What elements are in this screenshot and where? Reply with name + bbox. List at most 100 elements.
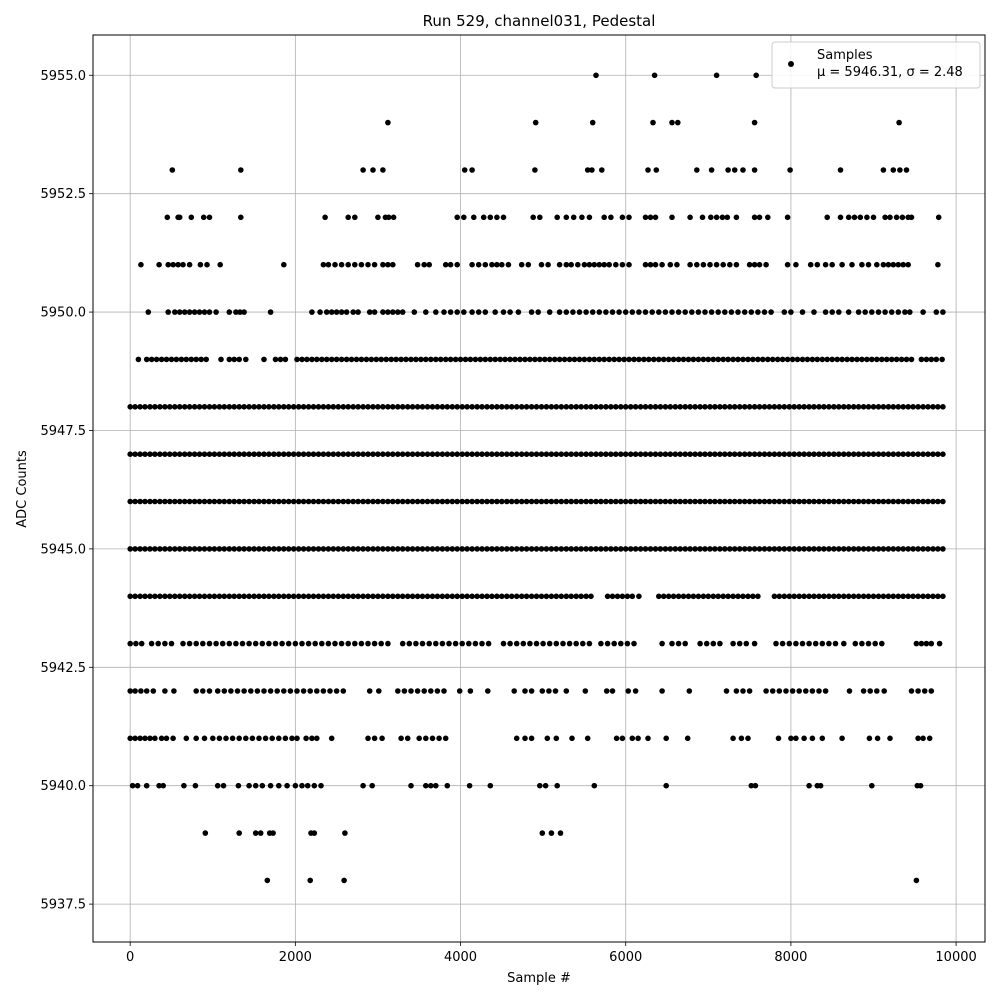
data-point [811,404,817,410]
data-point [722,498,728,505]
data-point [266,404,272,410]
data-point [434,451,441,458]
data-point [413,640,419,647]
data-point [801,498,807,505]
data-point [241,498,247,505]
data-point [532,356,538,363]
data-point [570,214,577,221]
data-point [700,356,707,363]
data-point [538,451,545,458]
data-point [370,404,376,410]
data-point [428,688,434,694]
data-point [647,546,654,552]
data-point [731,498,738,505]
data-point [845,309,852,315]
data-point [439,593,446,600]
data-point [246,404,252,410]
data-point [781,309,788,315]
data-point [163,356,170,363]
data-point [822,261,829,268]
data-point [289,735,295,742]
data-point [720,593,726,600]
data-point [700,261,707,268]
data-point [365,546,371,552]
data-point [816,404,822,410]
data-point [880,498,887,505]
data-point [860,546,867,552]
data-point [390,498,396,505]
data-point [343,356,350,363]
data-point [404,498,411,505]
data-point [784,261,791,268]
data-point [763,688,769,694]
data-point [499,261,505,268]
data-point [528,546,535,552]
data-point [236,735,242,742]
data-point [345,498,352,505]
data-point [376,688,382,694]
data-point [414,688,421,694]
data-point [578,404,584,410]
data-point [719,214,726,221]
data-point [622,309,629,315]
data-point [241,404,247,410]
data-point [849,261,855,268]
data-point [586,214,593,221]
data-point [277,356,284,363]
data-point [682,404,688,410]
data-point [186,261,193,268]
data-point [761,309,768,315]
data-point [806,640,812,647]
data-point [423,356,429,363]
data-point [609,688,616,694]
data-point [528,309,535,315]
data-point [611,640,617,647]
data-point [636,309,642,315]
data-point [859,640,865,647]
data-point [492,309,499,315]
data-point [132,688,138,694]
data-point [474,404,480,410]
data-point [157,404,163,410]
data-point [616,309,622,315]
data-point [365,640,371,647]
data-point [439,498,446,505]
data-point [226,404,233,410]
data-point [841,593,847,600]
data-point [266,451,272,458]
data-point [167,593,173,600]
data-point [535,309,541,315]
data-point [305,546,312,552]
data-point [238,167,244,173]
data-point [735,356,741,363]
data-point [736,546,743,552]
data-point [191,593,198,600]
data-point [385,498,391,505]
data-point [809,688,816,694]
data-point [870,214,877,221]
data-point [694,167,700,173]
data-point [553,735,560,742]
data-point [444,593,451,600]
data-point [845,404,852,410]
data-point [489,498,495,505]
data-point [241,688,247,694]
data-point [831,593,837,600]
data-point [330,498,337,505]
data-point [850,546,857,552]
data-point [741,498,748,505]
data-point [593,498,599,505]
data-point [672,498,679,505]
data-point [390,309,396,315]
data-point [642,309,649,315]
data-point [652,214,659,221]
data-point [728,309,735,315]
data-point [545,261,551,268]
data-point [380,451,386,458]
data-point [618,404,624,410]
data-point [137,451,143,458]
data-point [518,404,525,410]
data-point [645,735,651,742]
legend-entry-stats: μ = 5946.31, σ = 2.48 [817,65,963,80]
data-point [796,404,802,410]
